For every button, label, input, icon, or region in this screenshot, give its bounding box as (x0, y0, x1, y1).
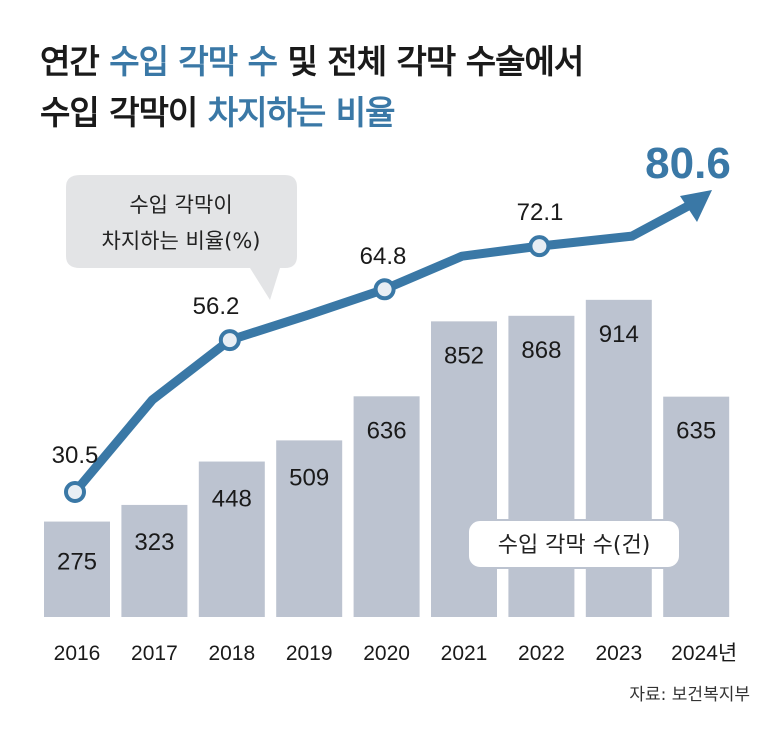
bar-value-label: 275 (57, 549, 97, 576)
bar-legend-text: 수입 각막 수(건) (498, 533, 651, 558)
ratio-point-2018 (218, 329, 241, 352)
bar-legend-box (467, 519, 681, 569)
bar-2018 (198, 461, 265, 617)
ratio-value-label-latest: 80.6 (645, 139, 731, 188)
x-tick-label: 2018 (208, 642, 255, 665)
x-tick-label: 2019 (286, 642, 333, 665)
title-text: 연간 (40, 42, 110, 81)
bar-value-label: 323 (134, 529, 174, 556)
x-tick-label: 2023 (595, 642, 642, 665)
bar-value-label: 852 (444, 342, 484, 369)
ratio-value-label: 64.8 (360, 243, 407, 270)
ratio-point-2020 (373, 278, 396, 301)
bar-value-label: 448 (212, 486, 252, 513)
source-note: 자료: 보건복지부 (629, 685, 750, 705)
ratio-point-2016 (64, 481, 86, 503)
line-legend-bubble (66, 175, 297, 300)
title-highlight: 수입 각막 수 (109, 42, 278, 81)
title-highlight: 차지하는 비율 (207, 93, 396, 132)
x-tick-label: 2016 (54, 642, 101, 665)
bar-value-label: 914 (599, 321, 639, 348)
bar-2016 (44, 521, 110, 617)
chart-title-line1: 연간 수입 각막 수 및 전체 각막 수술에서 (40, 35, 584, 83)
ratio-value-label: 30.5 (52, 442, 99, 469)
title-text: 수입 각막이 (40, 93, 208, 132)
ratio-value-label: 56.2 (193, 293, 240, 320)
x-tick-label: 2020 (363, 642, 410, 665)
line-legend-text: 수입 각막이 (129, 193, 232, 217)
bar-value-label: 509 (289, 464, 329, 491)
x-tick-label: 2017 (131, 642, 178, 665)
bar-value-label: 635 (676, 418, 716, 445)
bar-2020 (353, 396, 420, 617)
line-legend-text: 차지하는 비율(%) (102, 229, 261, 253)
bar-2017 (121, 504, 188, 617)
chart-title-line2: 수입 각막이 차지하는 비율 (40, 86, 396, 134)
x-tick-label: 2024년 (671, 642, 737, 665)
title-text: 및 전체 각막 수술에서 (277, 42, 584, 81)
ratio-arrowhead (680, 190, 712, 222)
bar-value-label: 868 (521, 337, 561, 364)
x-tick-label: 2022 (518, 642, 565, 665)
bar-2024년 (663, 396, 730, 617)
ratio-point-2022 (528, 235, 551, 258)
bar-2019 (276, 440, 343, 617)
x-tick-label: 2021 (441, 642, 488, 665)
bar-value-label: 636 (367, 417, 407, 444)
ratio-value-label: 72.1 (517, 199, 564, 226)
